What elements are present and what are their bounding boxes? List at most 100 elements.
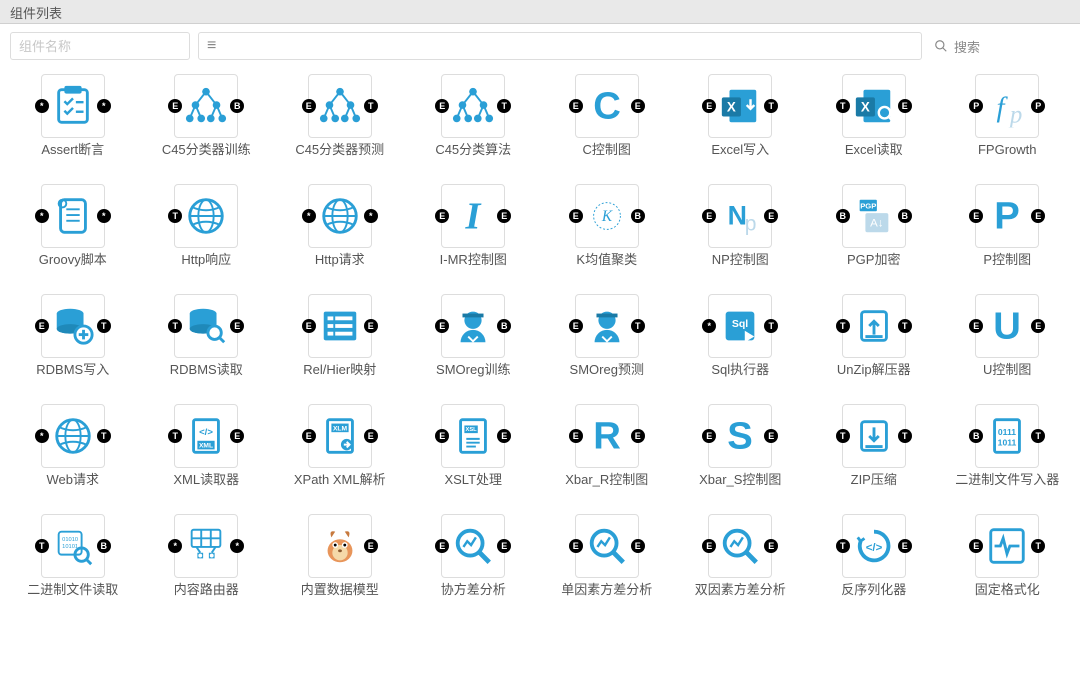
component-icon-box[interactable]: ** (41, 184, 105, 248)
component-cell[interactable]: ETExcel写入 (674, 68, 808, 178)
component-cell[interactable]: PPFPGrowth (941, 68, 1075, 178)
port-left[interactable]: * (702, 319, 716, 333)
port-right[interactable]: T (1031, 429, 1045, 443)
port-right[interactable]: E (364, 319, 378, 333)
port-right[interactable]: T (898, 429, 912, 443)
component-cell[interactable]: EEXbar_S控制图 (674, 398, 808, 508)
port-right[interactable]: E (764, 209, 778, 223)
component-icon-box[interactable]: ET (575, 294, 639, 358)
component-cell[interactable]: EE协方差分析 (407, 508, 541, 618)
component-cell[interactable]: EEP控制图 (941, 178, 1075, 288)
component-icon-box[interactable]: BB (842, 184, 906, 248)
component-icon-box[interactable]: TT (842, 404, 906, 468)
port-left[interactable]: E (969, 209, 983, 223)
component-cell[interactable]: TERDBMS读取 (140, 288, 274, 398)
component-cell[interactable]: BBPGP加密 (807, 178, 941, 288)
port-left[interactable]: E (35, 319, 49, 333)
port-left[interactable]: * (35, 99, 49, 113)
port-left[interactable]: E (702, 209, 716, 223)
port-right[interactable]: T (631, 319, 645, 333)
component-cell[interactable]: TTZIP压缩 (807, 398, 941, 508)
component-cell[interactable]: ET固定格式化 (941, 508, 1075, 618)
port-left[interactable]: T (836, 539, 850, 553)
component-cell[interactable]: ETC45分类算法 (407, 68, 541, 178)
port-left[interactable]: * (35, 209, 49, 223)
component-cell[interactable]: *TSql执行器 (674, 288, 808, 398)
component-icon-box[interactable]: ** (308, 184, 372, 248)
component-icon-box[interactable]: EE (441, 184, 505, 248)
component-icon-box[interactable]: EE (708, 514, 772, 578)
component-cell[interactable]: EEU控制图 (941, 288, 1075, 398)
category-select[interactable]: ≡ (198, 32, 922, 60)
component-icon-box[interactable]: ET (708, 74, 772, 138)
component-cell[interactable]: EE双因素方差分析 (674, 508, 808, 618)
component-cell[interactable]: **Http请求 (273, 178, 407, 288)
port-right[interactable]: E (631, 99, 645, 113)
port-left[interactable]: T (168, 209, 182, 223)
port-right[interactable]: E (1031, 319, 1045, 333)
port-left[interactable]: E (302, 319, 316, 333)
port-left[interactable]: E (435, 429, 449, 443)
port-right[interactable]: E (631, 429, 645, 443)
port-right[interactable]: T (1031, 539, 1045, 553)
component-icon-box[interactable]: BT (975, 404, 1039, 468)
component-cell[interactable]: EBK均值聚类 (540, 178, 674, 288)
port-left[interactable]: E (435, 209, 449, 223)
port-right[interactable]: E (898, 99, 912, 113)
component-icon-box[interactable]: *T (41, 404, 105, 468)
component-icon-box[interactable]: TB (41, 514, 105, 578)
component-cell[interactable]: **Assert断言 (6, 68, 140, 178)
component-cell[interactable]: E内置数据模型 (273, 508, 407, 618)
port-right[interactable]: T (497, 99, 511, 113)
port-right[interactable]: E (497, 429, 511, 443)
port-left[interactable]: E (569, 99, 583, 113)
component-icon-box[interactable]: ** (41, 74, 105, 138)
component-cell[interactable]: TEXML读取器 (140, 398, 274, 508)
port-right[interactable]: * (97, 99, 111, 113)
port-right[interactable]: P (1031, 99, 1045, 113)
port-right[interactable]: B (230, 99, 244, 113)
port-left[interactable]: E (702, 539, 716, 553)
port-right[interactable]: T (97, 319, 111, 333)
port-left[interactable]: E (702, 429, 716, 443)
port-left[interactable]: T (168, 429, 182, 443)
port-left[interactable]: B (969, 429, 983, 443)
port-left[interactable]: E (702, 99, 716, 113)
port-right[interactable]: E (1031, 209, 1045, 223)
port-left[interactable]: E (569, 209, 583, 223)
component-cell[interactable]: **内容路由器 (140, 508, 274, 618)
port-right[interactable]: * (230, 539, 244, 553)
component-icon-box[interactable]: EE (975, 294, 1039, 358)
port-left[interactable]: * (168, 539, 182, 553)
port-left[interactable]: E (435, 99, 449, 113)
component-icon-box[interactable]: EE (441, 404, 505, 468)
port-left[interactable]: E (435, 319, 449, 333)
component-icon-box[interactable]: EE (575, 514, 639, 578)
component-icon-box[interactable]: PP (975, 74, 1039, 138)
component-icon-box[interactable]: EB (575, 184, 639, 248)
port-right[interactable]: T (764, 319, 778, 333)
component-cell[interactable]: EENP控制图 (674, 178, 808, 288)
component-cell[interactable]: EEI-MR控制图 (407, 178, 541, 288)
port-right[interactable]: * (97, 209, 111, 223)
port-right[interactable]: E (497, 209, 511, 223)
component-icon-box[interactable]: EE (575, 404, 639, 468)
port-left[interactable]: E (569, 319, 583, 333)
port-left[interactable]: * (302, 209, 316, 223)
port-right[interactable]: E (230, 319, 244, 333)
port-left[interactable]: E (969, 319, 983, 333)
port-left[interactable]: T (836, 99, 850, 113)
port-right[interactable]: E (764, 539, 778, 553)
port-right[interactable]: T (364, 99, 378, 113)
component-icon-box[interactable]: EE (308, 404, 372, 468)
component-icon-box[interactable]: EB (441, 294, 505, 358)
component-cell[interactable]: TEExcel读取 (807, 68, 941, 178)
component-icon-box[interactable]: EB (174, 74, 238, 138)
port-left[interactable]: P (969, 99, 983, 113)
component-icon-box[interactable]: TT (842, 294, 906, 358)
port-right[interactable]: B (97, 539, 111, 553)
port-left[interactable]: T (836, 429, 850, 443)
component-icon-box[interactable]: ** (174, 514, 238, 578)
port-right[interactable]: T (97, 429, 111, 443)
port-left[interactable]: E (302, 429, 316, 443)
